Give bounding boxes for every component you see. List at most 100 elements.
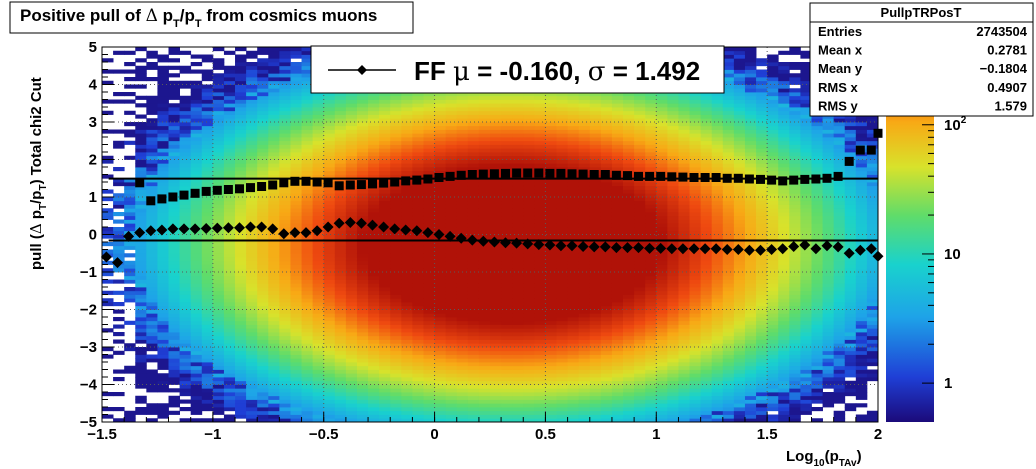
heatmap-cell (667, 399, 679, 404)
heatmap-cell (323, 354, 336, 359)
heatmap-cell (279, 62, 291, 67)
heatmap-cell (246, 148, 258, 153)
heatmap-cell (556, 223, 568, 228)
heatmap-cell (368, 110, 380, 115)
heatmap-cell (656, 395, 668, 400)
heatmap-cell (268, 403, 280, 408)
heatmap-cell (412, 215, 424, 220)
heatmap-cell (235, 343, 247, 348)
heatmap-cell (268, 129, 280, 134)
heatmap-cell (478, 144, 491, 149)
heatmap-cell (368, 268, 380, 273)
heatmap-cell (157, 114, 169, 119)
heatmap-cell (611, 275, 624, 280)
heatmap-cell (678, 242, 690, 247)
heatmap-cell (356, 140, 369, 145)
heatmap-cell (667, 328, 679, 333)
heatmap-cell (545, 264, 557, 269)
heatmap-cell (368, 373, 380, 378)
heatmap-cell (368, 354, 380, 359)
heatmap-cell (623, 155, 635, 160)
heatmap-cell (589, 178, 602, 183)
heatmap-cell (235, 279, 247, 284)
heatmap-cell (412, 377, 424, 382)
heatmap-cell (246, 230, 258, 235)
heatmap-cell (179, 384, 192, 389)
heatmap-cell (501, 283, 513, 288)
heatmap-cell (257, 257, 269, 262)
heatmap-cell (534, 317, 546, 322)
heatmap-cell (323, 403, 336, 408)
heatmap-cell (312, 350, 325, 355)
heatmap-cell (168, 249, 180, 254)
heatmap-cell (146, 103, 158, 108)
heatmap-cell (334, 373, 347, 378)
heatmap-cell (345, 129, 358, 134)
heatmap-cell (246, 302, 258, 307)
heatmap-cell (611, 114, 624, 119)
heatmap-cell (279, 328, 291, 333)
heatmap-cell (490, 358, 502, 363)
heatmap-cell (501, 253, 513, 258)
heatmap-cell (201, 407, 214, 412)
heatmap-cell (157, 234, 169, 239)
heatmap-cell (334, 294, 347, 299)
heatmap-cell (190, 133, 203, 138)
heatmap-cell (368, 362, 380, 367)
heatmap-cell (290, 354, 302, 359)
heatmap-cell (556, 320, 568, 325)
heatmap-cell (611, 384, 624, 389)
heatmap-cell (235, 193, 247, 198)
heatmap-cell (135, 219, 147, 224)
heatmap-cell (312, 328, 325, 333)
heatmap-cell (201, 332, 214, 337)
heatmap-cell (634, 257, 646, 262)
heatmap-cell (135, 335, 147, 340)
heatmap-cell (190, 373, 203, 378)
heatmap-cell (113, 249, 125, 254)
heatmap-cell (390, 275, 402, 280)
heatmap-cell (323, 395, 336, 400)
heatmap-cell (456, 223, 469, 228)
heatmap-cell (490, 182, 502, 187)
heatmap-cell (235, 208, 247, 213)
heatmap-cell (412, 362, 424, 367)
heatmap-cell (268, 302, 280, 307)
heatmap-cell (589, 264, 602, 269)
heatmap-cell (190, 392, 203, 397)
heatmap-cell (445, 152, 458, 157)
heatmap-cell (423, 103, 435, 108)
heatmap-cell (246, 193, 258, 198)
heatmap-cell (223, 170, 236, 175)
heatmap-cell (135, 133, 147, 138)
heatmap-cell (434, 414, 447, 419)
heatmap-cell (157, 58, 169, 63)
heatmap-cell (268, 148, 280, 153)
heatmap-cell (290, 107, 302, 112)
heatmap-cell (567, 125, 580, 130)
heatmap-cell (246, 144, 258, 149)
heatmap-cell (235, 137, 247, 142)
heatmap-cell (589, 230, 602, 235)
heatmap-cell (545, 163, 557, 168)
heatmap-cell (523, 264, 535, 269)
heatmap-cell (124, 275, 136, 280)
heatmap-cell (545, 347, 557, 352)
heatmap-cell (157, 324, 169, 329)
heatmap-cell (279, 287, 291, 292)
heatmap-cell (523, 309, 535, 314)
heatmap-cell (368, 403, 380, 408)
heatmap-cell (589, 369, 602, 374)
heatmap-cell (323, 95, 336, 100)
heatmap-cell (257, 275, 269, 280)
heatmap-cell (279, 50, 291, 55)
heatmap-cell (490, 369, 502, 374)
heatmap-cell (456, 230, 469, 235)
heatmap-cell (401, 399, 413, 404)
heatmap-cell (257, 125, 269, 130)
heatmap-cell (467, 208, 480, 213)
heatmap-cell (301, 403, 314, 408)
heatmap-cell (190, 114, 203, 119)
heatmap-cell (146, 410, 158, 415)
heatmap-cell (301, 407, 314, 412)
